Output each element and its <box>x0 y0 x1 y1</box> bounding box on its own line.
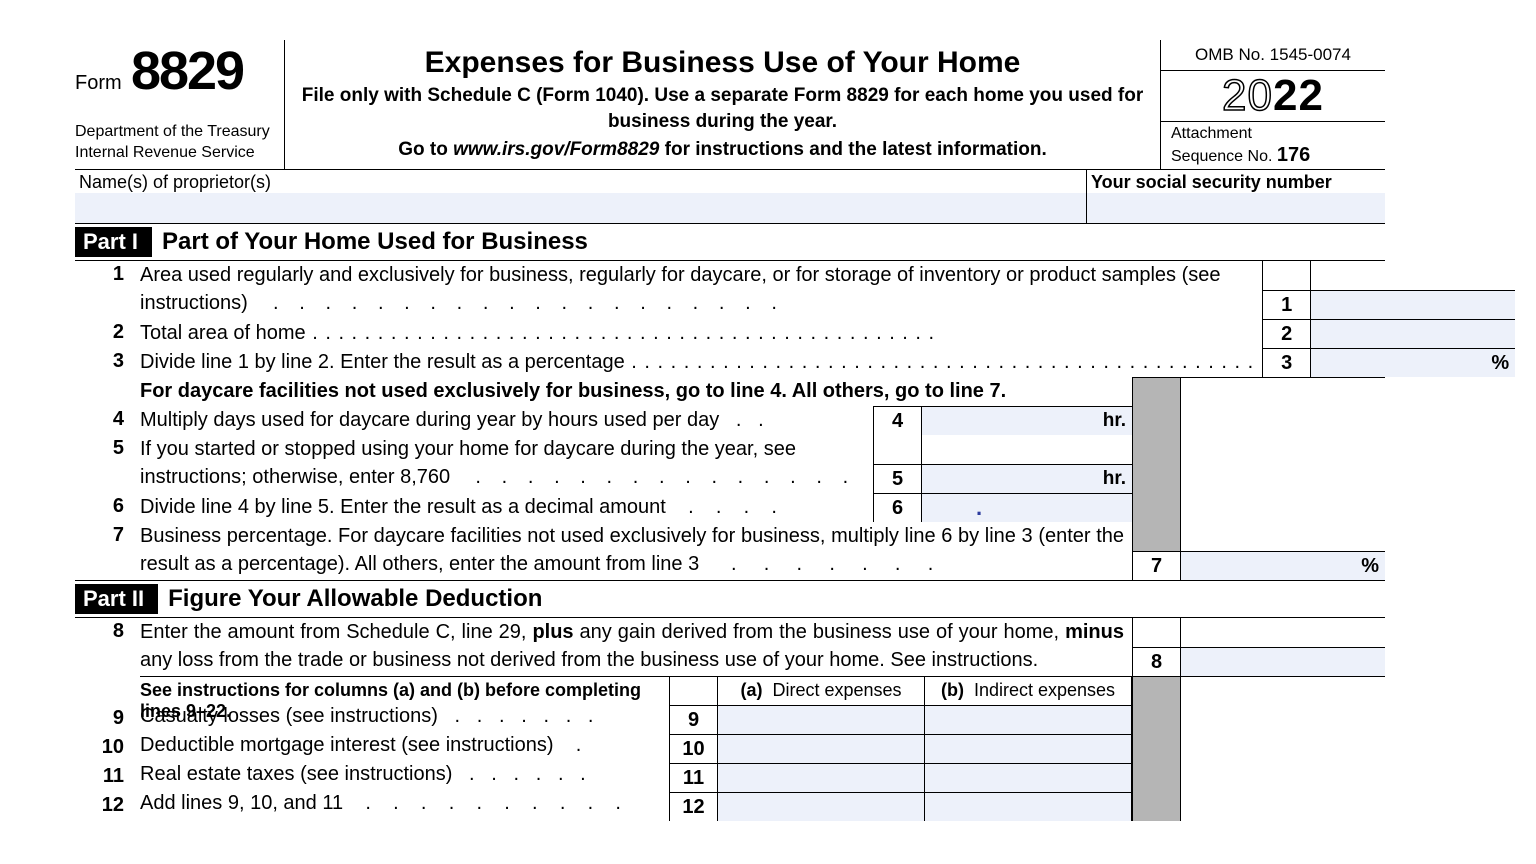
line-num-12: 12 <box>75 792 140 821</box>
line-8-text: Enter the amount from Schedule C, line 2… <box>140 618 1132 676</box>
part1-title: Part of Your Home Used for Business <box>162 228 588 256</box>
line-11-text: Real estate taxes (see instructions) . .… <box>140 763 669 792</box>
proprietor-name-block: Name(s) of proprietor(s) <box>75 170 1087 223</box>
ssn-block: Your social security number <box>1087 170 1385 223</box>
proprietor-label: Name(s) of proprietor(s) <box>75 170 1086 193</box>
form-header: Form 8829 Department of the Treasury Int… <box>75 40 1385 170</box>
line-num-10: 10 <box>75 734 140 763</box>
ab-a-10[interactable] <box>717 734 924 763</box>
line-num-9: 9 <box>75 705 140 734</box>
ab-a-11[interactable] <box>717 763 924 792</box>
line-2-text: Total area of home <box>140 319 1262 348</box>
form-word: Form <box>75 72 122 95</box>
line-8: 8 Enter the amount from Schedule C, line… <box>75 618 1385 676</box>
right-blank-p2 <box>1180 676 1385 821</box>
lines-1-3: 1 Area used regularly and exclusively fo… <box>75 261 1385 377</box>
proprietor-input[interactable] <box>75 193 1086 223</box>
mid-amt-4[interactable] <box>921 406 1132 435</box>
line-num-1: 1 <box>75 261 140 319</box>
ssn-input[interactable] <box>1087 193 1385 223</box>
col-note: See instructions for columns (a) and (b)… <box>140 677 669 705</box>
part2-badge: Part II <box>75 584 158 614</box>
lines-note-4-6: For daycare facilities not used exclusiv… <box>75 377 1385 522</box>
header-right: OMB No. 1545-0074 2022 Attachment Sequen… <box>1160 40 1385 169</box>
line-6-text: Divide line 4 by line 5. Enter the resul… <box>140 493 873 522</box>
right-grey-block <box>1132 377 1180 522</box>
part1-header: Part I Part of Your Home Used for Busine… <box>75 224 1385 261</box>
ab-b-11[interactable] <box>924 763 1132 792</box>
cell-amt-2[interactable] <box>1310 319 1515 348</box>
line-10-text: Deductible mortgage interest (see instru… <box>140 734 669 763</box>
cell-num-3: 3 <box>1262 348 1310 377</box>
line-4-text: Multiply days used for daycare during ye… <box>140 406 873 435</box>
line-7: 7 Business percentage. For daycare facil… <box>75 522 1385 581</box>
r-blank-top <box>1262 261 1310 290</box>
mid-amt-5[interactable] <box>921 464 1132 493</box>
line-num-3: 3 <box>75 348 140 377</box>
ab-b-12[interactable] <box>924 792 1132 821</box>
ab-a-9[interactable] <box>717 705 924 734</box>
line-1-text: Area used regularly and exclusively for … <box>140 261 1262 319</box>
ab-num-12: 12 <box>669 792 717 821</box>
ab-a-12[interactable] <box>717 792 924 821</box>
line-5-text: If you started or stopped using your hom… <box>140 435 873 493</box>
col-b-header: (b) Indirect expenses <box>924 677 1132 705</box>
ab-num-10: 10 <box>669 734 717 763</box>
part1-badge: Part I <box>75 227 152 257</box>
cell-num-7: 7 <box>1132 551 1180 580</box>
col-a-header: (a) Direct expenses <box>717 677 924 705</box>
header-left: Form 8829 Department of the Treasury Int… <box>75 40 285 169</box>
line-num-2: 2 <box>75 319 140 348</box>
form-title: Expenses for Business Use of Your Home <box>300 46 1145 80</box>
cell-num-2: 2 <box>1262 319 1310 348</box>
mid-amt-6[interactable]: . <box>921 493 1132 522</box>
dept-line1: Department of the Treasury <box>75 122 274 143</box>
ssn-label: Your social security number <box>1087 170 1385 193</box>
line-3-text: Divide line 1 by line 2. Enter the resul… <box>140 348 1262 377</box>
ab-b-9[interactable] <box>924 705 1132 734</box>
cell-amt-1[interactable] <box>1310 290 1515 319</box>
mid-num-6: 6 <box>873 493 921 522</box>
form-number: 8829 <box>131 40 243 102</box>
line-12-text: Add lines 9, 10, and 11 . . . . . . . . … <box>140 792 669 821</box>
mid-num-4: 4 <box>873 406 921 435</box>
part2-header: Part II Figure Your Allowable Deduction <box>75 581 1385 618</box>
cell-amt-7[interactable] <box>1180 551 1385 580</box>
dept-line2: Internal Revenue Service <box>75 143 274 164</box>
line-num-5: 5 <box>75 435 140 493</box>
cell-amt-8[interactable] <box>1180 647 1385 676</box>
mid-num-5: 5 <box>873 464 921 493</box>
line-7-text: Business percentage. For daycare facilit… <box>140 522 1132 580</box>
line-num-11: 11 <box>75 763 140 792</box>
ab-num-9: 9 <box>669 705 717 734</box>
line-num-4: 4 <box>75 406 140 435</box>
right-grey-p2 <box>1132 676 1180 821</box>
ab-num-11: 11 <box>669 763 717 792</box>
dept-block: Department of the Treasury Internal Reve… <box>75 122 274 164</box>
lines-9-12: See instructions for columns (a) and (b)… <box>75 676 1385 821</box>
part2-title: Figure Your Allowable Deduction <box>168 585 542 613</box>
line-num-6: 6 <box>75 493 140 522</box>
r-blank-top-amt <box>1310 261 1515 290</box>
daycare-note: For daycare facilities not used exclusiv… <box>140 377 1132 406</box>
cell-amt-3[interactable] <box>1310 348 1515 377</box>
line-num-7: 7 <box>75 522 140 580</box>
line-num-8: 8 <box>75 618 140 676</box>
right-blank-block <box>1180 377 1385 522</box>
subtitle-2: Go to www.irs.gov/Form8829 for instructi… <box>300 137 1145 163</box>
name-row: Name(s) of proprietor(s) Your social sec… <box>75 170 1385 224</box>
cell-num-8: 8 <box>1132 647 1180 676</box>
omb-number: OMB No. 1545-0074 <box>1161 40 1385 71</box>
ab-b-10[interactable] <box>924 734 1132 763</box>
form-8829: Form 8829 Department of the Treasury Int… <box>75 40 1385 821</box>
tax-year: 2022 <box>1161 71 1385 121</box>
attachment-seq: Attachment Sequence No. 176 <box>1161 121 1385 169</box>
line-9-text: Casualty losses (see instructions) . . .… <box>140 705 669 734</box>
header-middle: Expenses for Business Use of Your Home F… <box>285 40 1160 169</box>
cell-num-1: 1 <box>1262 290 1310 319</box>
subtitle-1: File only with Schedule C (Form 1040). U… <box>300 83 1145 134</box>
